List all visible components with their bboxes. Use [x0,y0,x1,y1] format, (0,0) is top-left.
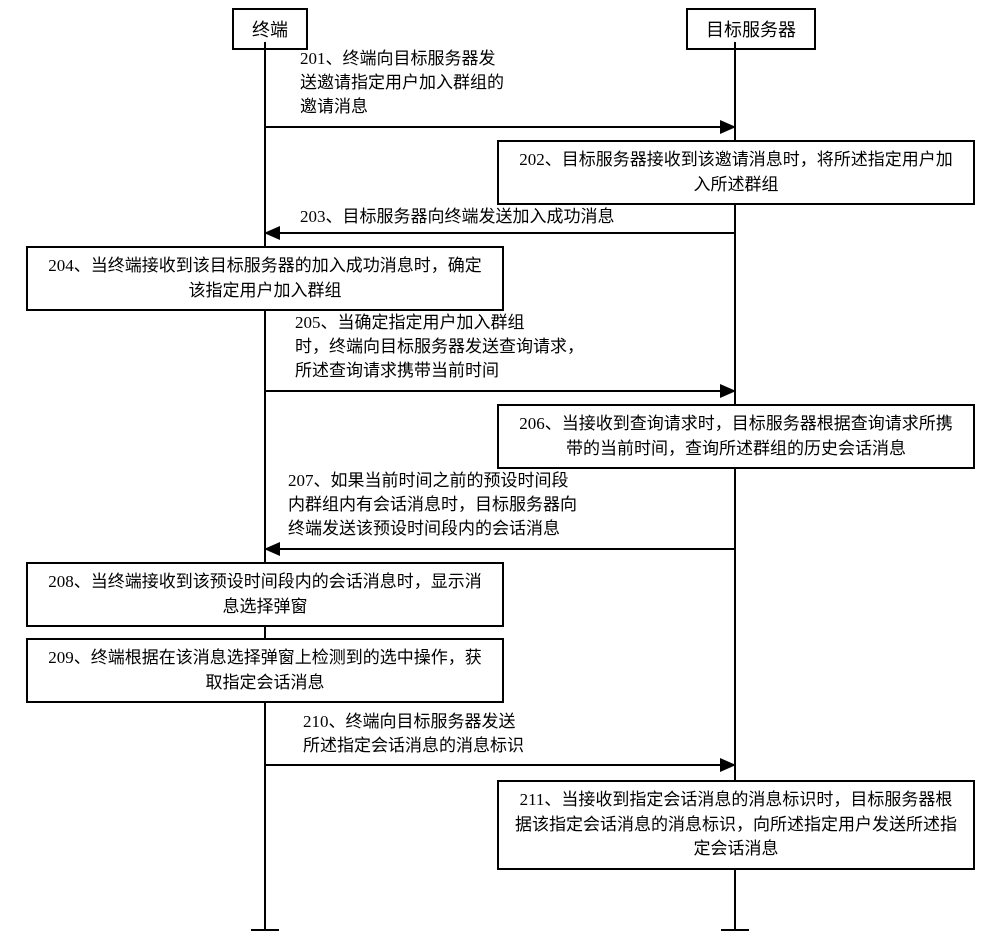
step-203-arrowhead [264,226,280,240]
step-209-box: 209、终端根据在该消息选择弹窗上检测到的选中操作，获 取指定会话消息 [26,638,504,703]
step-201-arrowhead [720,120,736,134]
step-208-box: 208、当终端接收到该预设时间段内的会话消息时，显示消 息选择弹窗 [26,562,504,627]
step-210-arrowhead [720,758,736,772]
terminal-lifeline-end [251,929,279,931]
step-207-label: 207、如果当前时间之前的预设时间段 内群组内有会话消息时，目标服务器向 终端发… [288,469,648,540]
terminal-lifeline [264,42,266,930]
step-207-arrow [280,548,734,550]
step-211-box: 211、当接收到指定会话消息的消息标识时，目标服务器根 据该指定会话消息的消息标… [497,780,975,870]
terminal-header: 终端 [232,8,308,50]
step-203-label: 203、目标服务器向终端发送加入成功消息 [300,205,700,229]
step-202-box: 202、目标服务器接收到该邀请消息时，将所述指定用户加 入所述群组 [497,140,975,205]
step-203-arrow [280,232,734,234]
step-201-label: 201、终端向目标服务器发 送邀请指定用户加入群组的 邀请消息 [300,47,560,118]
step-201-arrow [266,126,720,128]
step-210-arrow [266,764,720,766]
step-207-arrowhead [264,542,280,556]
step-204-box: 204、当终端接收到该目标服务器的加入成功消息时，确定 该指定用户加入群组 [26,246,504,311]
step-205-label: 205、当确定指定用户加入群组 时，终端向目标服务器发送查询请求， 所述查询请求… [295,311,635,382]
server-lifeline-end [721,929,749,931]
step-205-arrow [266,390,720,392]
step-205-arrowhead [720,384,736,398]
step-210-label: 210、终端向目标服务器发送 所述指定会话消息的消息标识 [303,710,583,758]
step-206-box: 206、当接收到查询请求时，目标服务器根据查询请求所携 带的当前时间，查询所述群… [497,404,975,469]
server-header: 目标服务器 [686,8,816,50]
